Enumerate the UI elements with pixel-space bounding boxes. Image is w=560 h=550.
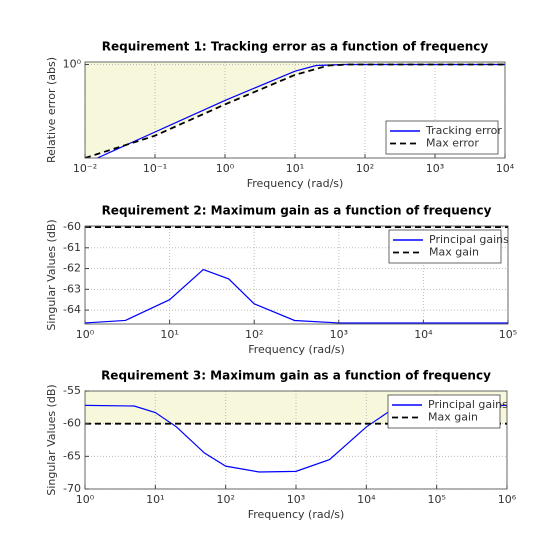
legend-label: Tracking error <box>425 124 502 137</box>
y-tick-label: -64 <box>63 303 81 316</box>
x-tick-label: 10¹ <box>146 493 164 506</box>
subplot: 10⁰ 10¹ 10² 10³ 10⁴ 10⁵ -60 -61 -62 -63 -64 Require… <box>45 204 517 357</box>
shaded-region <box>85 62 505 158</box>
x-tick-label: 10³ <box>330 328 348 341</box>
x-tick-label: 10² <box>356 162 374 175</box>
y-tick-label: -62 <box>63 262 81 275</box>
series-line <box>97 63 505 158</box>
y-tick-label: -55 <box>63 384 81 397</box>
y-tick-label: -63 <box>63 282 81 295</box>
x-tick-label: 10⁵ <box>499 328 517 341</box>
y-tick-label: -60 <box>63 220 81 233</box>
x-tick-label: 10⁵ <box>427 493 445 506</box>
axes-frame <box>84 225 509 325</box>
legend-label: Principal gains <box>429 233 509 246</box>
x-axis-label: Frequency (rad/s) <box>248 343 345 356</box>
y-tick-label: -65 <box>63 449 81 462</box>
x-tick-label: 10⁴ <box>414 328 433 341</box>
legend-box <box>385 120 499 155</box>
y-tick-label: -61 <box>63 241 81 254</box>
chart-title: Requirement 3: Maximum gain as a functio… <box>101 369 491 383</box>
x-tick-label: 10⁰ <box>216 162 235 175</box>
chart-title: Requirement 2: Maximum gain as a functio… <box>102 204 492 218</box>
legend-label: Max error <box>426 137 479 150</box>
y-tick-label: -60 <box>63 417 81 430</box>
chart-title: Requirement 1: Tracking error as a funct… <box>102 40 489 54</box>
y-tick-label: -70 <box>63 482 81 495</box>
legend-label: Max gain <box>428 411 478 424</box>
x-tick-label: 10³ <box>287 493 305 506</box>
legend-box <box>388 229 502 264</box>
x-tick-label: 10⁴ <box>357 493 376 506</box>
x-axis-label: Frequency (rad/s) <box>248 508 345 521</box>
series-line <box>85 268 508 324</box>
x-axis-label: Frequency (rad/s) <box>247 177 344 190</box>
plot-content <box>85 62 505 158</box>
x-tick-label: 10⁰ <box>76 493 95 506</box>
x-tick-label: 10⁶ <box>498 493 517 506</box>
x-tick-label: 10⁻¹ <box>143 162 167 175</box>
legend-label: Max gain <box>429 246 479 259</box>
y-axis-label: Singular Values (dB) <box>45 384 58 495</box>
plot-content <box>85 226 508 324</box>
x-tick-label: 10² <box>216 493 234 506</box>
y-axis-label: Relative error (abs) <box>45 57 58 163</box>
y-axis-label: Singular Values (dB) <box>45 219 58 330</box>
x-tick-label: 10¹ <box>286 162 304 175</box>
x-tick-label: 10⁴ <box>496 162 515 175</box>
x-tick-label: 10³ <box>426 162 444 175</box>
x-tick-label: 10² <box>245 328 263 341</box>
x-tick-label: 10⁻² <box>73 162 97 175</box>
x-tick-label: 10¹ <box>160 328 178 341</box>
y-tick-label: 10⁰ <box>63 57 82 70</box>
series-line <box>85 63 505 158</box>
legend-label: Principal gains <box>428 398 508 411</box>
subplot: 10⁰ 10¹ 10² 10³ 10⁴ 10⁵ 10⁶ -55 -60 -65 -70 Require… <box>45 369 517 522</box>
legend-box <box>387 394 501 429</box>
x-tick-label: 10⁰ <box>76 328 95 341</box>
series-line <box>85 404 507 473</box>
subplot: 10⁻² 10⁻¹ 10⁰ 10¹ 10² 10³ 10⁴ 10⁰ Requirement 1:… <box>45 40 515 191</box>
